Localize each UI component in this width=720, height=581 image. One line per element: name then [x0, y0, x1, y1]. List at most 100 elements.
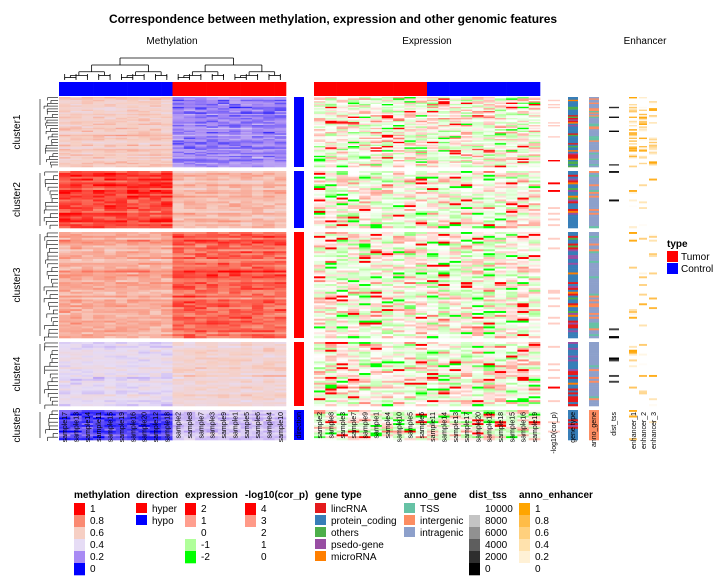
methylation-cell: [263, 232, 275, 234]
methylation-cell: [70, 236, 82, 238]
methylation-cell: [229, 313, 241, 315]
expression-cell: [427, 166, 439, 168]
methylation-cell: [70, 269, 82, 271]
methylation-cell: [229, 179, 241, 181]
methylation-cell: [195, 334, 207, 336]
methylation-cell: [70, 238, 82, 240]
methylation-cell: [195, 390, 207, 392]
methylation-cell: [241, 280, 253, 282]
methylation-cell: [263, 220, 275, 222]
methylation-cell: [173, 294, 185, 296]
methylation-cell: [263, 263, 275, 265]
methylation-cell: [241, 190, 253, 192]
methylation-cell: [184, 267, 196, 269]
methylation-cell: [195, 392, 207, 394]
methylation-cell: [195, 274, 207, 276]
methylation-cell: [93, 251, 105, 253]
methylation-cell: [263, 226, 275, 228]
methylation-cell: [104, 288, 116, 290]
methylation-cell: [116, 190, 128, 192]
methylation-cell: [207, 363, 219, 365]
methylation-cell: [127, 278, 139, 280]
methylation-cell: [252, 350, 264, 352]
methylation-cell: [59, 379, 71, 381]
methylation-cell: [241, 332, 253, 334]
methylation-cell: [70, 282, 82, 284]
methylation-cell: [116, 379, 128, 381]
methylation-cell: [59, 196, 71, 198]
methylation-cell: [275, 244, 287, 246]
methylation-cell: [218, 271, 230, 273]
methylation-cell: [229, 389, 241, 391]
methylation-cell: [138, 286, 150, 288]
methylation-cell: [263, 238, 275, 240]
methylation-cell: [195, 226, 207, 228]
methylation-cell: [173, 328, 185, 330]
methylation-cell: [229, 182, 241, 184]
methylation-cell: [138, 404, 150, 406]
methylation-cell: [184, 311, 196, 313]
direction-annotation: [294, 97, 304, 440]
methylation-cell: [184, 358, 196, 360]
methylation-cell: [116, 326, 128, 328]
methylation-cell: [252, 317, 264, 319]
methylation-cell: [93, 198, 105, 200]
methylation-cell: [195, 251, 207, 253]
methylation-cell: [263, 244, 275, 246]
methylation-cell: [104, 267, 116, 269]
methylation-cell: [116, 365, 128, 367]
methylation-cell: [241, 215, 253, 217]
methylation-cell: [161, 274, 173, 276]
methylation-cell: [93, 307, 105, 309]
methylation-cell: [207, 261, 219, 263]
methylation-cell: [263, 369, 275, 371]
methylation-cell: [173, 387, 185, 389]
methylation-cell: [70, 387, 82, 389]
methylation-cell: [138, 236, 150, 238]
methylation-cell: [207, 305, 219, 307]
methylation-cell: [184, 190, 196, 192]
methylation-cell: [127, 182, 139, 184]
methylation-cell: [275, 278, 287, 280]
methylation-cell: [93, 402, 105, 404]
methylation-cell: [241, 305, 253, 307]
methylation-cell: [263, 363, 275, 365]
methylation-cell: [207, 272, 219, 274]
methylation-cell: [263, 311, 275, 313]
methylation-cell: [275, 288, 287, 290]
methylation-cell: [173, 404, 185, 406]
methylation-cell: [150, 354, 162, 356]
methylation-cell: [241, 198, 253, 200]
methylation-cell: [104, 255, 116, 257]
methylation-cell: [275, 385, 287, 387]
methylation-cell: [116, 328, 128, 330]
methylation-cell: [207, 404, 219, 406]
methylation-cell: [241, 344, 253, 346]
methylation-cell: [116, 261, 128, 263]
methylation-cell: [104, 350, 116, 352]
methylation-cell: [161, 213, 173, 215]
methylation-cell: [218, 255, 230, 257]
methylation-cell: [82, 328, 94, 330]
methylation-cell: [207, 317, 219, 319]
methylation-cell: [173, 244, 185, 246]
methylation-cell: [93, 294, 105, 296]
methylation-cell: [161, 356, 173, 358]
methylation-cell: [150, 303, 162, 305]
methylation-cell: [241, 259, 253, 261]
methylation-cell: [93, 334, 105, 336]
methylation-cell: [161, 313, 173, 315]
methylation-cell: [207, 203, 219, 205]
methylation-cell: [207, 298, 219, 300]
methylation-cell: [138, 342, 150, 344]
methylation-cell: [59, 390, 71, 392]
methylation-cell: [116, 272, 128, 274]
methylation-cell: [127, 265, 139, 267]
methylation-cell: [173, 200, 185, 202]
methylation-cell: [150, 317, 162, 319]
methylation-cell: [150, 290, 162, 292]
methylation-cell: [173, 186, 185, 188]
methylation-cell: [173, 224, 185, 226]
methylation-type-cell: [207, 82, 219, 96]
methylation-cell: [127, 394, 139, 396]
